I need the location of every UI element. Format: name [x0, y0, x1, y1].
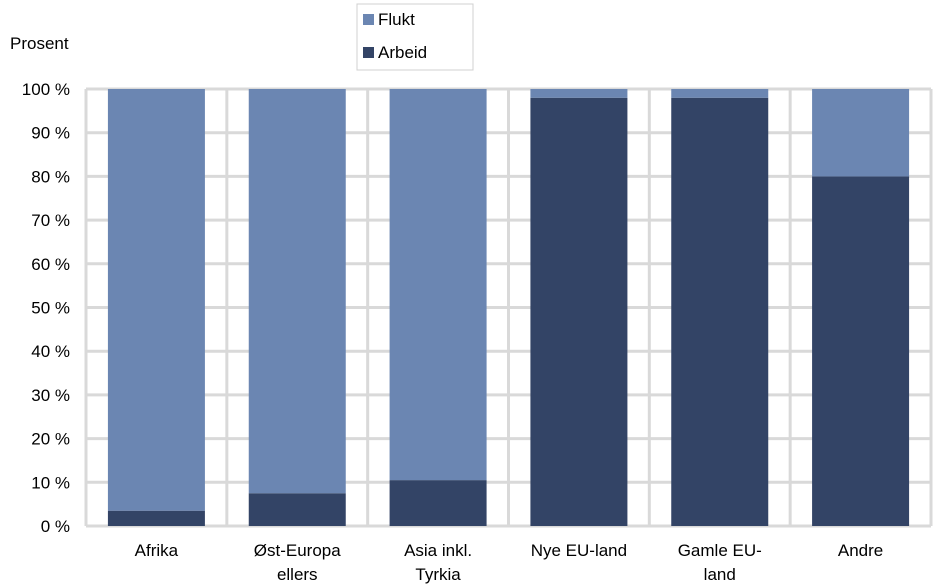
y-tick-label: 40 %: [31, 342, 70, 361]
y-tick-label: 0 %: [41, 517, 70, 536]
x-tick-label: Asia inkl.: [404, 541, 472, 560]
bar-arbeid: [812, 176, 910, 526]
x-tick-label: Afrika: [135, 541, 179, 560]
bar-arbeid: [389, 480, 487, 526]
bars: [107, 89, 910, 527]
x-tick-label: Andre: [838, 541, 883, 560]
y-tick-label: 20 %: [31, 430, 70, 449]
y-tick-label: 10 %: [31, 473, 70, 492]
bar-flukt: [812, 89, 910, 177]
bar-arbeid: [671, 97, 769, 527]
x-tick-label: Øst-Europa: [254, 541, 341, 560]
bar-flukt: [530, 89, 628, 98]
x-tick-label: Gamle EU-: [678, 541, 762, 560]
gridlines: [84, 87, 933, 528]
x-tick-label: Nye EU-land: [531, 541, 627, 560]
y-axis-label: Prosent: [10, 34, 69, 53]
y-tick-labels: 0 % 10 % 20 % 30 % 40 % 50 % 60 % 70 % 80 % 90 % 1…: [22, 80, 70, 536]
bar-flukt: [389, 89, 487, 481]
y-tick-label: 70 %: [31, 211, 70, 230]
y-tick-label: 60 %: [31, 255, 70, 274]
y-tick-label: 50 %: [31, 299, 70, 318]
legend-label-arbeid: Arbeid: [378, 43, 427, 62]
legend: Flukt Arbeid: [356, 3, 474, 71]
x-tick-label: ellers: [277, 565, 318, 584]
x-tick-label: land: [704, 565, 736, 584]
bar-flukt: [671, 89, 769, 98]
legend-swatch-flukt: [363, 14, 374, 25]
y-tick-label: 30 %: [31, 386, 70, 405]
y-tick-label: 80 %: [31, 167, 70, 186]
bar-flukt: [107, 89, 205, 511]
x-tick-labels: Afrika Øst-Europa ellers Asia inkl. Tyrkia Ny…: [135, 541, 884, 584]
bar-arbeid: [248, 493, 346, 526]
legend-box: [356, 3, 474, 71]
bar-flukt: [248, 89, 346, 494]
legend-label-flukt: Flukt: [378, 10, 415, 29]
bar-arbeid: [107, 510, 205, 526]
x-tick-label: Tyrkia: [415, 565, 461, 584]
y-tick-label: 100 %: [22, 80, 70, 99]
y-tick-label: 90 %: [31, 124, 70, 143]
legend-swatch-arbeid: [363, 47, 374, 58]
bar-arbeid: [530, 97, 628, 527]
